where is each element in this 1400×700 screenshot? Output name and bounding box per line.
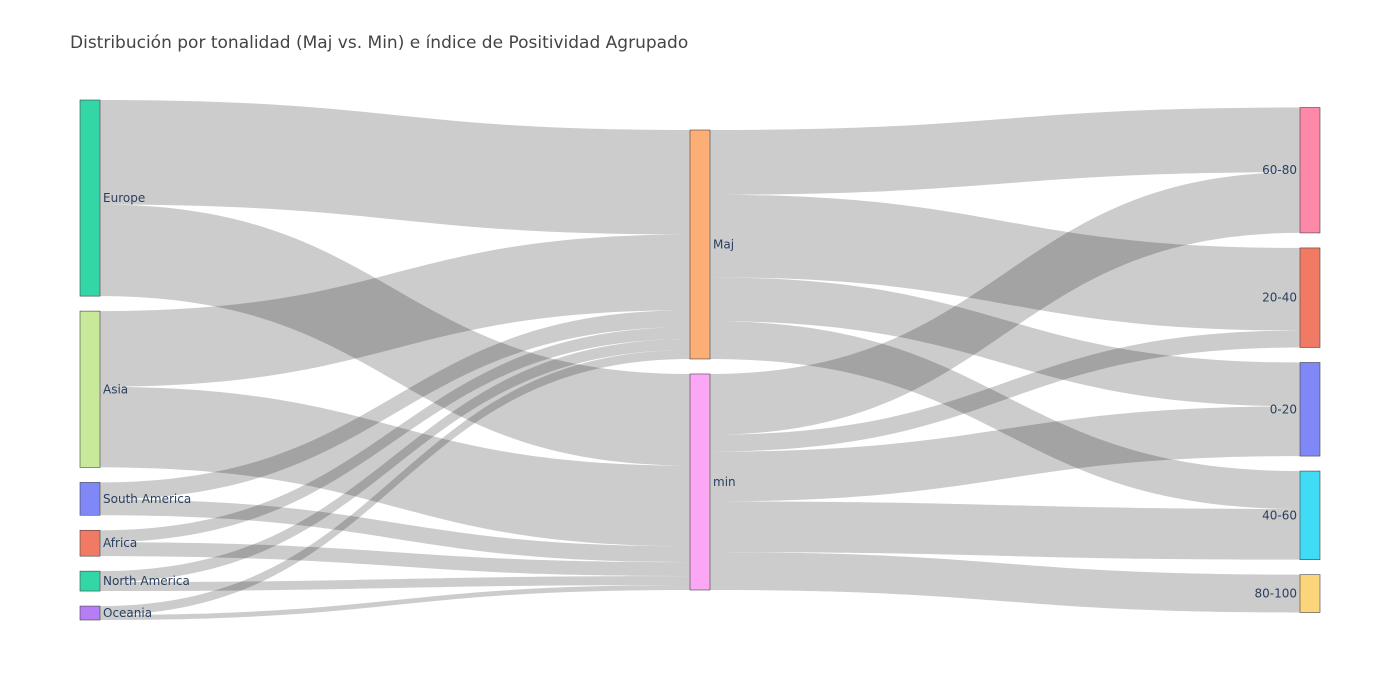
sankey-node-maj[interactable] xyxy=(689,129,711,360)
sankey-link-min-to-40-60[interactable] xyxy=(710,501,1300,560)
sankey-node-40-60[interactable] xyxy=(1299,470,1321,560)
sankey-node-min[interactable] xyxy=(689,373,711,591)
sankey-node-label-oceania: Oceania xyxy=(103,606,152,620)
sankey-link-south-america-to-maj[interactable] xyxy=(100,310,690,500)
sankey-link-asia-to-min[interactable] xyxy=(100,386,690,547)
sankey-node-label-60-80: 60-80 xyxy=(1262,163,1297,177)
sankey-link-europe-to-min[interactable] xyxy=(100,204,690,466)
sankey-link-africa-to-min[interactable] xyxy=(100,542,690,577)
sankey-link-europe-to-maj[interactable] xyxy=(100,100,690,235)
sankey-node-label-south-america: South America xyxy=(103,492,191,506)
links-group xyxy=(100,100,1300,620)
sankey-node-label-africa: Africa xyxy=(103,536,137,550)
sankey-node-0-20[interactable] xyxy=(1299,362,1321,457)
sankey-link-oceania-to-min[interactable] xyxy=(100,585,690,620)
sankey-link-min-to-80-100[interactable] xyxy=(710,552,1300,613)
sankey-node-label-asia: Asia xyxy=(103,382,128,396)
sankey-node-label-0-20: 0-20 xyxy=(1270,402,1297,416)
sankey-link-maj-to-0-20[interactable] xyxy=(710,277,1300,407)
sankey-node-north-america[interactable] xyxy=(79,570,101,592)
sankey-link-north-america-to-maj[interactable] xyxy=(100,339,690,583)
sankey-node-label-40-60: 40-60 xyxy=(1262,508,1297,522)
sankey-node-label-north-america: North America xyxy=(103,574,190,588)
nodes-group: Europe Asia South America Africa North Ameri… xyxy=(79,99,1321,621)
sankey-link-africa-to-maj[interactable] xyxy=(100,327,690,543)
sankey-node-label-80-100: 80-100 xyxy=(1254,587,1297,601)
sankey-node-label-min: min xyxy=(713,475,736,489)
sankey-link-asia-to-maj[interactable] xyxy=(100,234,690,387)
sankey-node-south-america[interactable] xyxy=(79,482,101,516)
sankey-node-60-80[interactable] xyxy=(1299,107,1321,234)
sankey-link-min-to-20-40[interactable] xyxy=(710,330,1300,452)
sankey-node-africa[interactable] xyxy=(79,529,101,557)
sankey-node-oceania[interactable] xyxy=(79,605,101,621)
sankey-node-asia[interactable] xyxy=(79,310,101,468)
sankey-link-oceania-to-maj[interactable] xyxy=(100,350,690,616)
sankey-node-label-europe: Europe xyxy=(103,191,145,205)
chart-title: Distribución por tonalidad (Maj vs. Min)… xyxy=(70,33,689,53)
sankey-link-maj-to-20-40[interactable] xyxy=(710,194,1300,331)
sankey-link-maj-to-40-60[interactable] xyxy=(710,321,1300,509)
sankey-link-north-america-to-min[interactable] xyxy=(100,576,690,592)
sankey-node-label-20-40: 20-40 xyxy=(1262,291,1297,305)
sankey-link-min-to-0-20[interactable] xyxy=(710,406,1300,502)
sankey-link-min-to-60-80[interactable] xyxy=(710,172,1300,435)
sankey-link-south-america-to-min[interactable] xyxy=(100,499,690,563)
sankey-link-maj-to-60-80[interactable] xyxy=(710,107,1300,195)
sankey-node-label-maj: Maj xyxy=(713,237,734,251)
sankey-node-20-40[interactable] xyxy=(1299,247,1321,348)
sankey-node-europe[interactable] xyxy=(79,99,101,297)
sankey-node-80-100[interactable] xyxy=(1299,574,1321,613)
